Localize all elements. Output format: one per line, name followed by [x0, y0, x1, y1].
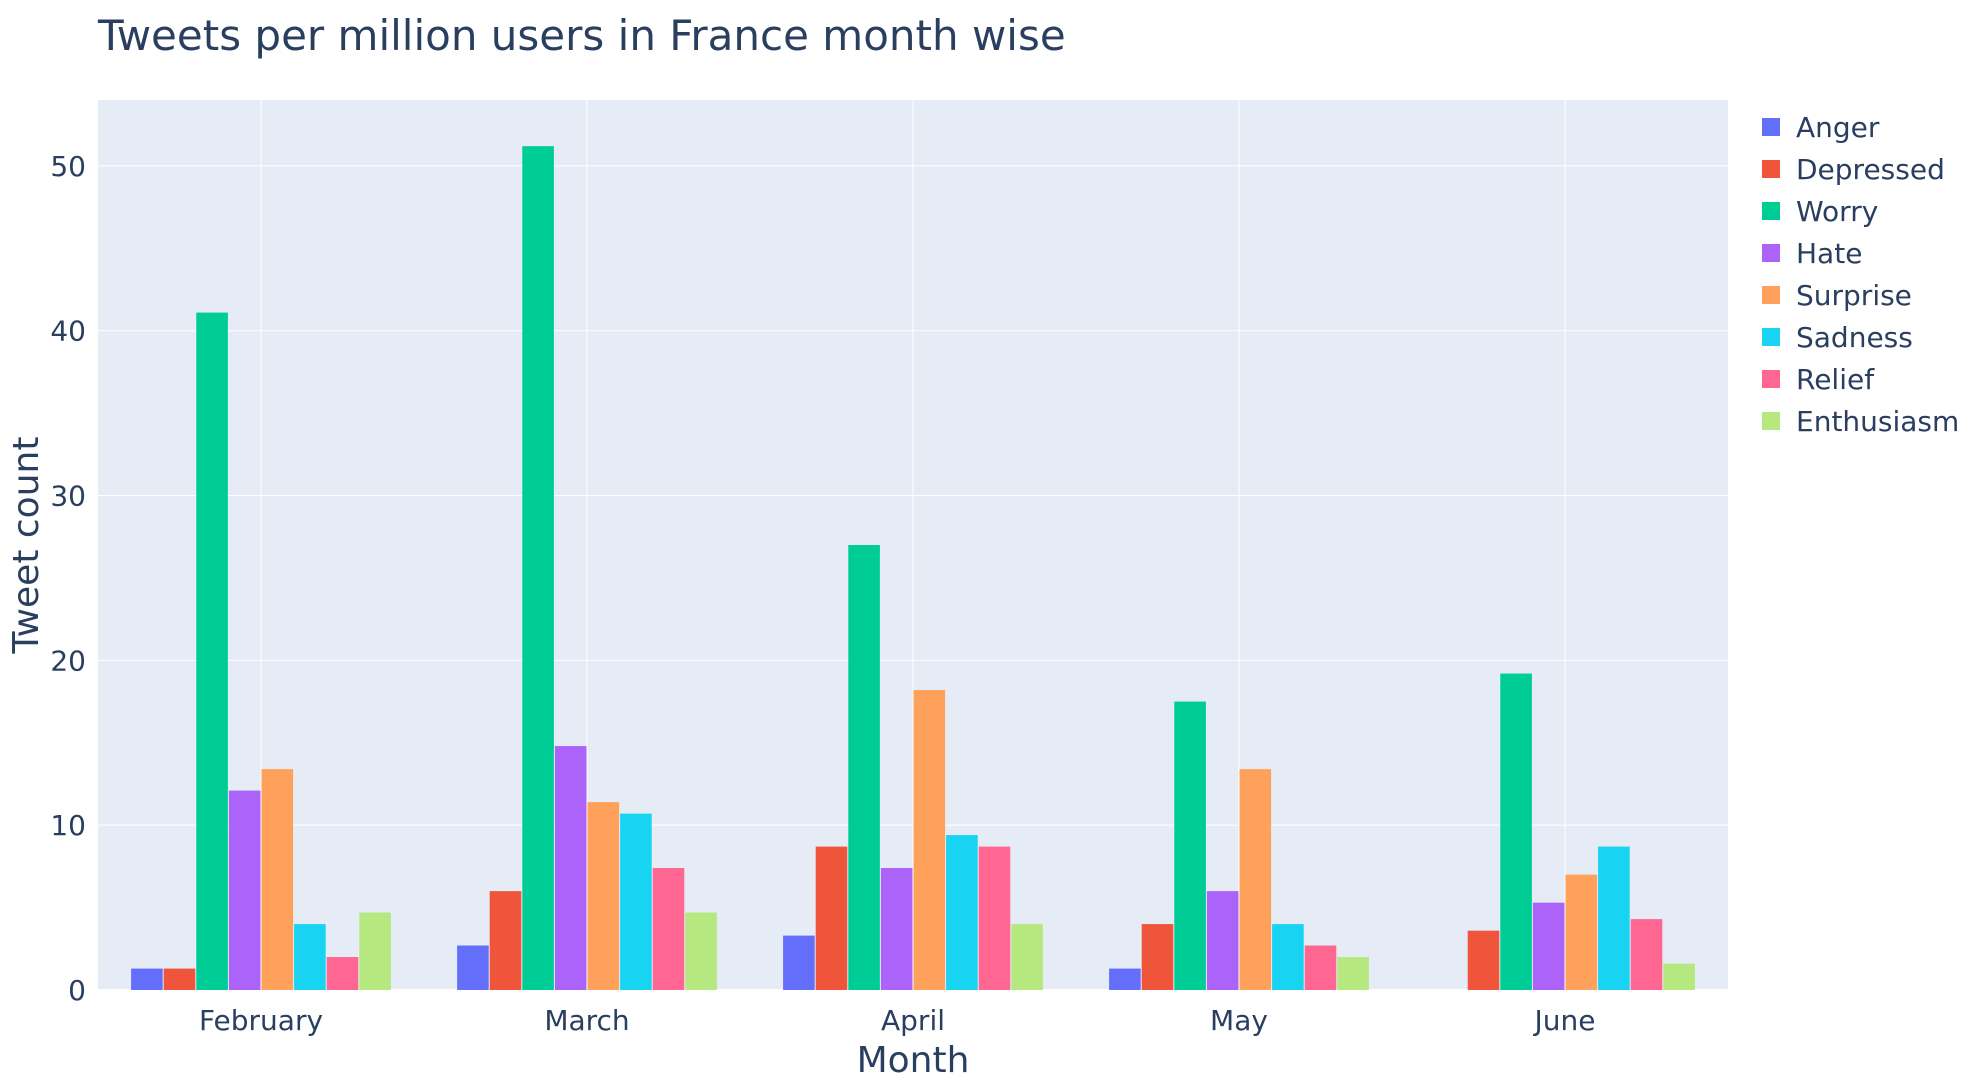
y-tick-label: 20 — [50, 644, 86, 677]
bar-surprise-february[interactable] — [261, 769, 294, 990]
bar-relief-june[interactable] — [1630, 919, 1663, 990]
x-tick-label: April — [881, 1004, 945, 1037]
bar-enthusiasm-june[interactable] — [1663, 963, 1695, 990]
bar-anger-march[interactable] — [457, 945, 489, 991]
x-tick-label: May — [1210, 1004, 1268, 1037]
legend-label: Hate — [1796, 237, 1862, 270]
bar-worry-february[interactable] — [196, 312, 228, 991]
bar-enthusiasm-may[interactable] — [1337, 957, 1369, 990]
bar-depressed-march[interactable] — [489, 891, 522, 990]
bar-relief-april[interactable] — [978, 846, 1011, 990]
bar-anger-february[interactable] — [131, 968, 163, 990]
legend-label: Depressed — [1796, 153, 1945, 186]
bar-depressed-june[interactable] — [1467, 930, 1500, 990]
x-tick-label: June — [1533, 1004, 1596, 1037]
legend[interactable]: Anger Depressed Worry Hate Surprise Sadness Re… — [1762, 111, 1959, 438]
bar-sadness-may[interactable] — [1272, 924, 1304, 990]
legend-item-hate[interactable]: Hate — [1762, 237, 1862, 270]
gridlines — [98, 100, 1728, 991]
bar-sadness-june[interactable] — [1598, 846, 1630, 990]
chart-title: Tweets per million users in France month… — [97, 11, 1066, 60]
legend-label: Worry — [1796, 195, 1878, 228]
bar-worry-april[interactable] — [848, 545, 880, 990]
legend-item-relief[interactable]: Relief — [1762, 363, 1875, 396]
bar-worry-march[interactable] — [522, 146, 554, 991]
x-tick-labels: February March April May June — [199, 1004, 1596, 1037]
legend-swatch — [1762, 202, 1780, 220]
bar-worry-may[interactable] — [1174, 701, 1206, 990]
bar-anger-may[interactable] — [1109, 968, 1141, 990]
bar-relief-may[interactable] — [1304, 945, 1337, 991]
bar-hate-june[interactable] — [1532, 902, 1565, 990]
bar-depressed-may[interactable] — [1141, 924, 1174, 990]
legend-swatch — [1762, 244, 1780, 262]
legend-swatch — [1762, 118, 1780, 136]
bar-enthusiasm-march[interactable] — [685, 912, 717, 990]
bar-worry-june[interactable] — [1500, 673, 1532, 990]
x-tick-label: February — [199, 1004, 323, 1037]
bar-depressed-april[interactable] — [815, 846, 848, 990]
y-tick-labels: 0 10 20 30 40 50 — [50, 150, 86, 1007]
bar-depressed-february[interactable] — [163, 968, 196, 990]
bar-sadness-april[interactable] — [946, 835, 978, 990]
x-tick-label: March — [544, 1004, 629, 1037]
bar-hate-march[interactable] — [554, 746, 587, 990]
legend-item-surprise[interactable]: Surprise — [1762, 279, 1912, 312]
bar-enthusiasm-february[interactable] — [359, 912, 391, 990]
legend-label: Sadness — [1796, 321, 1913, 354]
bar-hate-may[interactable] — [1206, 891, 1239, 990]
legend-swatch — [1762, 412, 1780, 430]
bar-surprise-may[interactable] — [1239, 769, 1272, 990]
y-tick-label: 40 — [50, 315, 86, 348]
bar-sadness-march[interactable] — [620, 813, 652, 990]
bar-hate-april[interactable] — [880, 868, 913, 990]
legend-item-anger[interactable]: Anger — [1762, 111, 1880, 144]
y-tick-label: 0 — [68, 974, 86, 1007]
bars — [131, 146, 1695, 991]
bar-surprise-march[interactable] — [587, 802, 620, 990]
bar-relief-february[interactable] — [326, 957, 359, 990]
bar-relief-march[interactable] — [652, 868, 685, 990]
legend-item-sadness[interactable]: Sadness — [1762, 321, 1913, 354]
legend-item-worry[interactable]: Worry — [1762, 195, 1878, 228]
legend-swatch — [1762, 160, 1780, 178]
y-tick-label: 50 — [50, 150, 86, 183]
legend-label: Relief — [1796, 363, 1875, 396]
legend-swatch — [1762, 286, 1780, 304]
y-tick-label: 30 — [50, 480, 86, 513]
y-tick-label: 10 — [50, 809, 86, 842]
bar-enthusiasm-april[interactable] — [1011, 924, 1043, 990]
bar-hate-february[interactable] — [228, 790, 261, 990]
bar-surprise-april[interactable] — [913, 690, 946, 990]
bar-sadness-february[interactable] — [294, 924, 326, 990]
legend-label: Enthusiasm — [1796, 405, 1959, 438]
legend-swatch — [1762, 370, 1780, 388]
legend-swatch — [1762, 328, 1780, 346]
x-axis-title: Month — [857, 1040, 970, 1080]
legend-item-depressed[interactable]: Depressed — [1762, 153, 1945, 186]
legend-item-enthusiasm[interactable]: Enthusiasm — [1762, 405, 1959, 438]
bar-anger-april[interactable] — [783, 935, 815, 990]
legend-label: Surprise — [1796, 279, 1912, 312]
y-axis-title: Tweet count — [6, 437, 47, 655]
bar-surprise-june[interactable] — [1565, 874, 1598, 990]
legend-label: Anger — [1796, 111, 1880, 144]
